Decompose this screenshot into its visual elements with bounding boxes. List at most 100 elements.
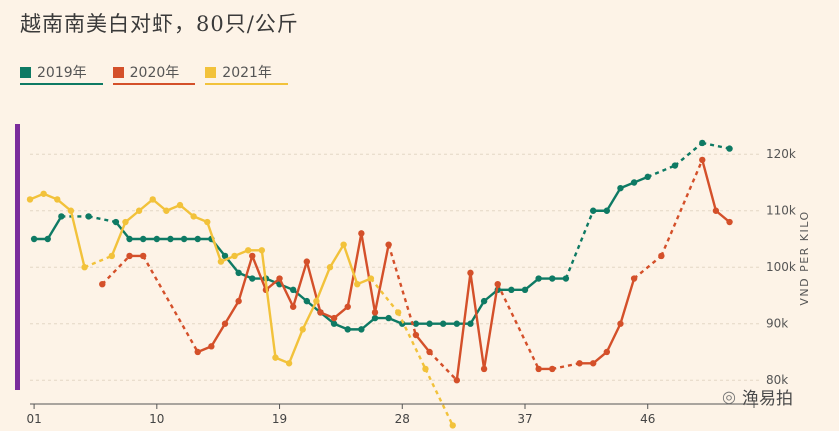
legend: 2019年 2020年 2021年 (20, 62, 298, 85)
x-tick-label: 28 (395, 412, 410, 426)
data-point-0 (412, 320, 420, 327)
data-point-0 (194, 235, 201, 243)
data-point-1 (139, 252, 147, 260)
data-point-1 (289, 303, 297, 310)
data-point-1 (480, 365, 488, 373)
x-tick-label: 46 (640, 412, 655, 426)
data-point-0 (85, 213, 92, 220)
series-line-1 (414, 333, 431, 354)
data-point-0 (303, 297, 311, 305)
legend-label-2020: 2020年 (129, 65, 180, 81)
data-point-0 (726, 145, 733, 152)
legend-underline-2019 (20, 83, 103, 85)
data-point-1 (317, 309, 324, 316)
legend-underline-2020 (112, 83, 196, 85)
data-point-2 (354, 280, 361, 288)
series-line-1 (237, 254, 254, 303)
data-point-0 (235, 269, 242, 277)
series-dashed-0 (647, 164, 676, 178)
data-point-1 (99, 280, 106, 288)
data-point-2 (135, 207, 143, 214)
data-point-0 (617, 184, 624, 192)
data-point-2 (285, 360, 293, 367)
legend-item-2021[interactable]: 2021年 (205, 62, 288, 85)
series-line-1 (619, 277, 636, 325)
legend-swatch-2021 (205, 66, 217, 78)
data-point-1 (344, 303, 351, 310)
data-point-2 (258, 247, 266, 254)
y-tick-label: 90k (766, 317, 788, 331)
data-point-1 (712, 207, 720, 214)
data-point-1 (330, 314, 338, 322)
data-point-2 (394, 309, 402, 316)
series-line-1 (701, 158, 718, 212)
series-dashed-0 (674, 142, 704, 167)
series-line-1 (482, 282, 499, 371)
data-point-1 (221, 320, 229, 327)
y-tick-label: 80k (766, 373, 788, 387)
data-point-1 (235, 297, 242, 305)
series-dashed-2 (424, 368, 454, 426)
x-tick-label: 37 (517, 412, 532, 426)
data-point-0 (221, 252, 229, 260)
data-point-0 (180, 235, 188, 243)
series-line-1 (455, 271, 472, 382)
watermark: ◎ 渔易拍 (722, 384, 793, 409)
data-point-2 (122, 218, 129, 226)
series-line-2 (301, 299, 318, 331)
series-line-1 (278, 277, 295, 308)
series-line-1 (373, 243, 390, 314)
data-point-1 (630, 275, 638, 282)
data-point-0 (58, 213, 65, 220)
data-point-1 (467, 269, 474, 277)
series-dashed-1 (142, 255, 199, 353)
series-line-1 (605, 322, 622, 354)
series-dashed-1 (660, 159, 704, 257)
data-point-0 (167, 235, 174, 243)
data-point-0 (385, 314, 392, 322)
data-point-1 (249, 252, 256, 260)
data-point-1 (426, 348, 433, 356)
data-point-1 (658, 252, 665, 260)
series-dashed-0 (88, 215, 117, 224)
series-dashed-1 (428, 351, 458, 382)
series-dashed-1 (101, 255, 131, 286)
x-tick-label: 10 (149, 412, 164, 426)
data-point-0 (426, 320, 433, 327)
data-point-2 (204, 218, 211, 226)
data-point-0 (535, 275, 542, 282)
data-point-2 (40, 190, 47, 197)
data-point-0 (30, 235, 38, 243)
series-line-0 (46, 215, 63, 241)
series-line-2 (110, 220, 127, 258)
data-point-0 (358, 326, 365, 333)
series-dashed-1 (552, 362, 580, 371)
series-line-1 (291, 260, 309, 308)
legend-item-2020[interactable]: 2020年 (112, 62, 196, 85)
data-point-0 (699, 139, 706, 147)
data-point-1 (303, 258, 311, 265)
data-point-0 (289, 286, 297, 294)
series-line-2 (287, 328, 304, 365)
data-point-1 (453, 377, 461, 384)
data-point-1 (358, 230, 365, 237)
data-point-0 (549, 275, 556, 282)
data-point-1 (549, 365, 556, 373)
data-point-2 (190, 213, 197, 220)
legend-item-2019[interactable]: 2019年 (20, 62, 103, 85)
data-point-2 (367, 275, 375, 282)
data-point-1 (494, 280, 501, 288)
legend-underline-2021 (205, 83, 288, 85)
data-point-2 (163, 207, 170, 214)
data-point-2 (149, 196, 156, 203)
series-line-2 (342, 243, 359, 286)
legend-label-2021: 2021年 (222, 65, 272, 81)
data-point-0 (439, 320, 447, 327)
series-line-2 (69, 209, 86, 269)
data-point-1 (126, 252, 133, 260)
legend-swatch-2020 (112, 66, 124, 78)
data-point-0 (603, 207, 611, 214)
data-point-2 (449, 422, 456, 429)
data-point-0 (112, 218, 120, 226)
data-point-2 (231, 252, 238, 260)
